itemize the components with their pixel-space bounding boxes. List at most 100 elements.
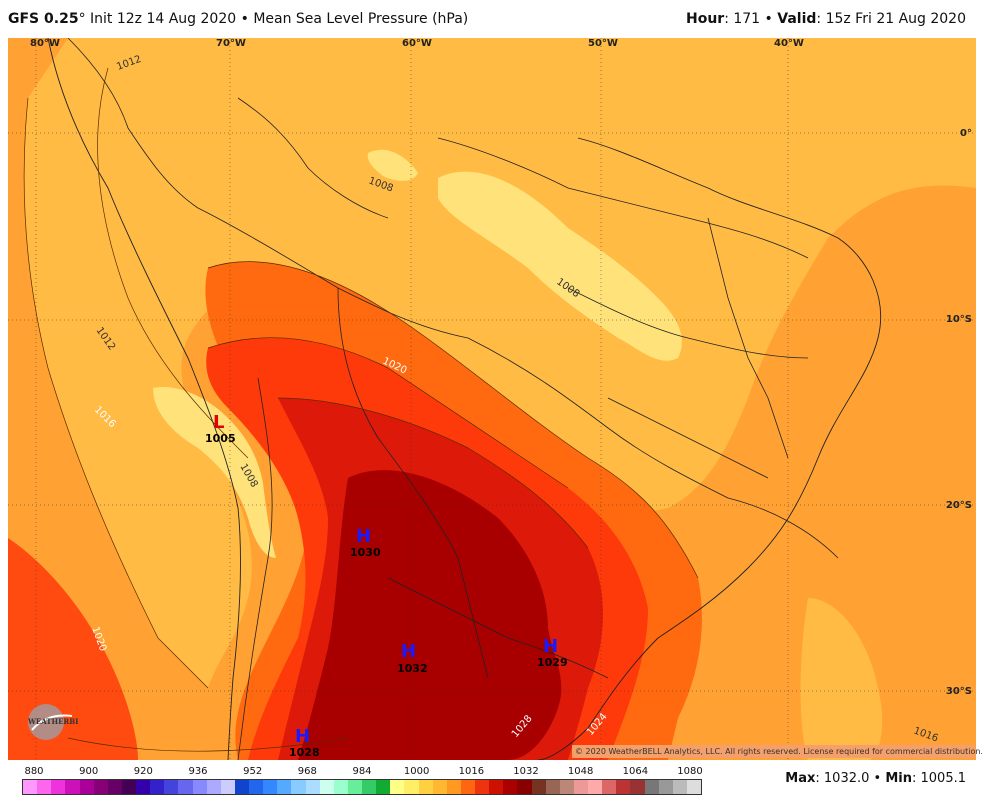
min-value: : 1005.1 (912, 771, 966, 786)
region-1008-north (367, 149, 418, 181)
colorbar-swatch (249, 780, 264, 794)
colorbar-swatch (150, 780, 165, 794)
region-1008-andes (153, 387, 276, 558)
logo-text: WEATHERBELL (27, 717, 78, 726)
colorbar-tick-label: 952 (243, 766, 263, 777)
hour-value: : 171 (724, 11, 761, 27)
colorbar-tick-label: 1064 (622, 766, 649, 777)
colorbar-swatch (164, 780, 179, 794)
low-center-value: 1005 (205, 432, 236, 445)
high-center-letter: H (295, 726, 310, 747)
colorbar-swatch (686, 780, 701, 794)
max-value: : 1032.0 (815, 771, 870, 786)
min-label: Min (885, 771, 912, 786)
map-header: GFS 0.25° Init 12z 14 Aug 2020 • Mean Se… (0, 0, 984, 38)
colorbar-swatch (559, 780, 574, 794)
pressure-map: 1012 1008 1008 1012 1016 1020 1008 1020 … (8, 38, 976, 760)
region-1020-west (8, 538, 138, 760)
contour-label: 1016 (912, 725, 940, 744)
colorbar-swatch (503, 780, 518, 794)
high-center-value: 1030 (350, 546, 381, 559)
colorbar-swatch (79, 780, 94, 794)
colorbar-swatch (672, 780, 687, 794)
colorbar-swatch (23, 780, 38, 794)
lat-label-30s: 30°S (945, 686, 972, 697)
colorbar-swatch (602, 780, 617, 794)
colorbar-swatch (347, 780, 362, 794)
colorbar-swatch (460, 780, 475, 794)
lon-label-50w: 50°W (588, 38, 618, 49)
colorbar-tick-label: 1032 (513, 766, 539, 777)
lat-label-0: 0° (960, 128, 972, 139)
colorbar-swatch (390, 780, 405, 794)
pressure-centers: L 1005 H 1030 H 1032 H 1029 H 1028 (205, 412, 568, 759)
valid-value: : 15z Fri 21 Aug 2020 (816, 11, 966, 27)
colorbar-swatch (573, 780, 588, 794)
graticule (8, 38, 976, 760)
colorbar-swatch (588, 780, 603, 794)
max-label: Max (785, 771, 816, 786)
map-canvas: 1012 1008 1008 1012 1016 1020 1008 1020 … (8, 38, 976, 760)
region-1032 (298, 470, 562, 760)
high-center-letter: H (543, 636, 558, 657)
colorbar-swatch (658, 780, 673, 794)
high-center-value: 1028 (289, 746, 320, 759)
colorbar-swatch (263, 780, 278, 794)
colorbar-swatch (616, 780, 631, 794)
colorbar-swatch (630, 780, 645, 794)
title-separator: • (240, 11, 249, 27)
colorbar-swatch (418, 780, 433, 794)
lon-label-70w: 70°W (216, 38, 246, 49)
colorbar-tick-label: 968 (297, 766, 317, 777)
colorbar-swatch (305, 780, 320, 794)
colorbar-swatch (107, 780, 122, 794)
colorbar-tick-label: 900 (79, 766, 99, 777)
high-center-letter: H (356, 526, 371, 547)
colorbar-labels: 880 900 920 936 952 968 984 1000 1016 1032 1048 106… (22, 766, 702, 778)
colorbar-swatch (121, 780, 136, 794)
map-title: GFS 0.25° Init 12z 14 Aug 2020 • Mean Se… (8, 11, 468, 27)
valid-separator: • (764, 11, 773, 27)
colorbar-swatch (376, 780, 391, 794)
colorbar-swatch (333, 780, 348, 794)
colorbar-swatch (206, 780, 221, 794)
max-min-stats: Max: 1032.0 • Min: 1005.1 (785, 771, 966, 786)
coastline-west (47, 38, 241, 760)
colorbar-tick-label: 1080 (677, 766, 703, 777)
high-center-value: 1029 (537, 656, 568, 669)
colorbar-swatch (319, 780, 334, 794)
colorbar-swatch (517, 780, 532, 794)
stats-separator: • (873, 771, 882, 786)
high-center-value: 1032 (397, 662, 428, 675)
lon-label-40w: 40°W (774, 38, 804, 49)
hour-label: Hour (685, 11, 725, 27)
colorbar-swatch (404, 780, 419, 794)
lon-label-60w: 60°W (402, 38, 432, 49)
colorbar-swatch (475, 780, 490, 794)
colorbar-tick-label: 1016 (458, 766, 485, 777)
colorbar-swatch (446, 780, 461, 794)
valid-time-info: Hour: 171 • Valid: 15z Fri 21 Aug 2020 (686, 11, 966, 27)
colorbar-swatch (234, 780, 249, 794)
high-center-letter: H (401, 641, 416, 662)
field-name: Mean Sea Level Pressure (hPa) (253, 11, 469, 27)
colorbar-swatch (51, 780, 66, 794)
colorbar-swatch (489, 780, 504, 794)
colorbar-swatch (545, 780, 560, 794)
lat-label-20s: 20°S (945, 500, 972, 511)
colorbar-swatch (220, 780, 235, 794)
colorbar-tick-label: 936 (188, 766, 208, 777)
colorbar-swatch (65, 780, 80, 794)
colorbar-swatch (432, 780, 447, 794)
colorbar-swatch (37, 780, 52, 794)
weatherbell-logo: WEATHERBELL (22, 700, 90, 744)
colorbar-tick-label: 984 (352, 766, 372, 777)
colorbar-swatch (644, 780, 659, 794)
lon-label-80w: 80°W (30, 38, 60, 49)
isobars (23, 67, 699, 752)
colorbar-swatch (93, 780, 108, 794)
init-time: Init 12z 14 Aug 2020 (90, 11, 237, 27)
colorbar-swatch (362, 780, 377, 794)
colorbar-swatch (531, 780, 546, 794)
colorbar-swatch (277, 780, 292, 794)
